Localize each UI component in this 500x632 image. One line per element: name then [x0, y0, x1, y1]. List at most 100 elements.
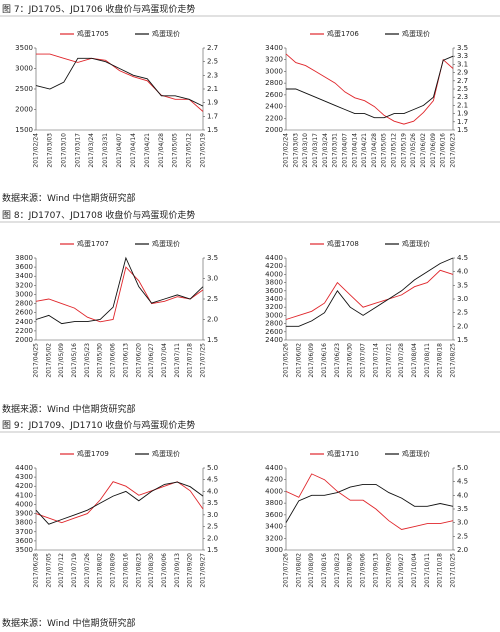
x-tick-label: 2017/09/20: [385, 553, 392, 588]
x-tick-label: 2017/05/12: [186, 133, 193, 168]
x-tick-label: 2017/07/25: [200, 343, 207, 378]
y2-tick-label: 2.5: [457, 532, 468, 540]
y2-tick-label: 1.5: [207, 126, 218, 134]
x-tick-label: 2017/09/20: [187, 553, 194, 588]
y-tick-label: 3700: [15, 528, 33, 536]
y-tick-label: 3000: [15, 65, 33, 73]
x-tick-label: 2017/04/07: [116, 133, 123, 168]
y2-tick-label: 2.3: [207, 71, 218, 79]
x-tick-label: 2017/09/06: [360, 553, 367, 588]
y2-tick-label: 2.7: [207, 44, 218, 52]
y2-tick-label: 1.5: [457, 336, 468, 344]
x-tick-label: 2017/07/11: [174, 343, 181, 378]
x-tick-label: 2017/03/03: [46, 133, 53, 168]
x-tick-label: 2017/04/21: [144, 133, 151, 168]
legend-label: 鸡蛋1707: [77, 239, 109, 248]
y2-tick-label: 2.9: [457, 69, 468, 77]
x-tick-label: 2017/09/27: [200, 553, 207, 588]
x-tick-label: 2017/05/12: [391, 133, 398, 168]
x-tick-label: 2017/03/03: [292, 133, 299, 168]
x-tick-label: 2017/09/27: [398, 553, 405, 588]
y-tick-label: 3400: [265, 44, 283, 52]
x-tick-label: 2017/05/23: [84, 343, 91, 378]
y2-tick-label: 2.1: [457, 101, 468, 109]
x-tick-label: 2017/03/24: [322, 133, 329, 168]
y-tick-label: 2200: [265, 114, 283, 122]
x-tick-label: 2017/09/13: [372, 553, 379, 588]
y2-tick-label: 1.5: [207, 336, 218, 344]
y2-tick-label: 2.1: [207, 85, 218, 93]
y2-tick-label: 1.7: [207, 112, 218, 120]
y-tick-label: 4400: [265, 464, 283, 472]
y-tick-label: 4000: [15, 500, 33, 508]
x-tick-label: 2017/06/23: [334, 343, 341, 378]
y2-tick-label: 4.5: [207, 476, 218, 484]
x-tick-label: 2017/08/18: [437, 343, 444, 378]
y-tick-label: 3500: [15, 44, 33, 52]
y2-tick-label: 3.1: [457, 60, 468, 68]
series-line: [286, 55, 454, 119]
x-tick-label: 2017/06/30: [347, 343, 354, 378]
x-tick-label: 2017/02/24: [33, 133, 40, 168]
x-tick-label: 2017/08/09: [308, 553, 315, 588]
x-tick-label: 2017/04/28: [371, 133, 378, 168]
y-tick-label: 4400: [265, 254, 283, 262]
y2-tick-label: 3.5: [207, 254, 218, 262]
x-tick-label: 2017/08/25: [450, 343, 457, 378]
figure-source: 数据来源：Wind 中信期货研究部: [2, 619, 136, 629]
y-tick-label: 4200: [265, 476, 283, 484]
x-tick-label: 2017/09/06: [161, 553, 168, 588]
y-tick-label: 2400: [265, 103, 283, 111]
figure-source: 数据来源：Wind 中信期货研究部: [2, 405, 136, 415]
x-tick-label: 2017/05/05: [381, 133, 388, 168]
y-tick-label: 4000: [265, 270, 283, 278]
y-tick-label: 3600: [265, 511, 283, 519]
series-line: [285, 483, 454, 523]
y-tick-label: 3000: [265, 546, 283, 554]
y-tick-label: 3500: [15, 546, 33, 554]
x-tick-label: 2017/05/05: [172, 133, 179, 168]
legend-label: 鸡蛋现价: [402, 29, 430, 38]
x-tick-label: 2017/06/20: [135, 343, 142, 378]
y-tick-label: 3200: [265, 303, 283, 311]
y2-tick-label: 5.0: [207, 464, 218, 472]
legend-label: 鸡蛋现价: [152, 29, 180, 38]
series-line: [35, 256, 204, 325]
y-tick-label: 2500: [15, 85, 33, 93]
legend-label: 鸡蛋现价: [152, 449, 180, 458]
x-tick-label: 2017/06/16: [321, 343, 328, 378]
x-tick-label: 2017/08/02: [97, 553, 104, 588]
x-tick-label: 2017/08/16: [122, 553, 129, 588]
x-tick-label: 2017/05/30: [97, 343, 104, 378]
y-tick-label: 3400: [265, 523, 283, 531]
y2-tick-label: 3.5: [457, 281, 468, 289]
legend-label: 鸡蛋现价: [152, 239, 180, 248]
x-tick-label: 2017/07/26: [283, 553, 290, 588]
x-tick-label: 2017/06/09: [430, 133, 437, 168]
y2-tick-label: 2.5: [457, 85, 468, 93]
x-tick-label: 2017/08/23: [135, 553, 142, 588]
x-tick-label: 2017/07/12: [58, 553, 65, 588]
y-tick-label: 2600: [265, 328, 283, 336]
x-tick-label: 2017/04/21: [361, 133, 368, 168]
series-line: [285, 473, 454, 530]
y2-tick-label: 2.7: [457, 77, 468, 85]
x-tick-label: 2017/08/30: [347, 553, 354, 588]
y-tick-label: 3800: [15, 254, 33, 262]
y2-tick-label: 3.5: [207, 499, 218, 507]
x-tick-label: 2017/06/09: [308, 343, 315, 378]
x-tick-label: 2017/03/17: [74, 133, 81, 168]
y-tick-label: 3000: [15, 290, 33, 298]
legend-label: 鸡蛋1710: [327, 449, 359, 458]
x-tick-label: 2017/10/11: [424, 553, 431, 588]
x-tick-label: 2017/03/31: [332, 133, 339, 168]
series-line: [285, 53, 454, 125]
x-tick-label: 2017/06/06: [110, 343, 117, 378]
y2-tick-label: 2.5: [207, 58, 218, 66]
legend-label: 鸡蛋1706: [327, 29, 359, 38]
x-tick-label: 2017/03/10: [302, 133, 309, 168]
y-tick-label: 4200: [15, 482, 33, 490]
figure-title: 图 9：JD1709、JD1710 收盘价与鸡蛋现价走势: [2, 421, 196, 431]
y2-tick-label: 3.0: [207, 275, 218, 283]
